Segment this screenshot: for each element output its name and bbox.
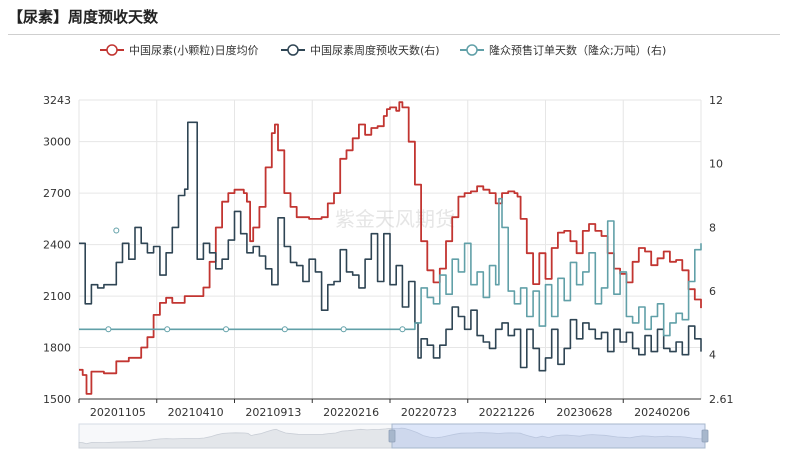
watermark: 紫金天风期货 [335, 207, 455, 231]
series-3-marker [105, 326, 112, 333]
y-left-tick-label: 2700 [43, 187, 71, 200]
series-3-marker [281, 326, 288, 333]
y-right-tick-label: 10 [709, 158, 723, 171]
y-right-tick-label: 4 [709, 349, 716, 362]
series-line-3 [79, 197, 702, 337]
series-3-marker [113, 227, 120, 234]
legend-item-3[interactable]: 隆众预售订单天数（隆众;万吨）(右) [460, 43, 666, 57]
y-left-tick-label: 3000 [43, 136, 71, 149]
zoom-handle[interactable] [388, 429, 396, 443]
legend-swatch-marker [466, 44, 478, 56]
y-left-tick-label: 1800 [43, 342, 71, 355]
x-tick-label: 20210913 [245, 406, 301, 419]
series-3-marker [340, 326, 347, 333]
y-right-tick-label: 8 [709, 221, 716, 234]
series-3-marker [399, 326, 406, 333]
x-tick-label: 20230628 [556, 406, 612, 419]
x-tick-label: 20240206 [634, 406, 690, 419]
legend-label: 中国尿素周度预收天数(右) [310, 43, 440, 57]
y-left-tick-label: 1500 [43, 393, 71, 406]
legend[interactable]: 中国尿素(小颗粒)日度均价 中国尿素周度预收天数(右) 隆众预售订单天数（隆众;万吨… [100, 43, 666, 57]
y-left-tick-label: 2400 [43, 239, 71, 252]
x-tick-label: 20210410 [168, 406, 224, 419]
series-3-marker [223, 326, 230, 333]
y-right-tick-label: 12 [709, 94, 723, 107]
page-title: 【尿素】周度预收天数 [8, 8, 159, 26]
series-line-2 [79, 121, 702, 372]
x-tick-label: 20220216 [323, 406, 379, 419]
y-left-tick-label: 2100 [43, 290, 71, 303]
series-lines [79, 101, 702, 395]
x-tick-label: 20221226 [479, 406, 535, 419]
x-tick-label: 20201105 [90, 406, 146, 419]
legend-swatch-marker [106, 44, 118, 56]
y-right-tick-label: 6 [709, 285, 716, 298]
y-right-tick-label: 2.61 [709, 393, 734, 406]
zoom-handle[interactable] [701, 429, 709, 443]
zoom-selected-window[interactable] [391, 423, 706, 449]
x-tick-label: 20220723 [401, 406, 457, 419]
legend-swatch-marker [287, 44, 299, 56]
title-divider [8, 34, 780, 35]
axes: 1500 1800 2100 2400 2700 3000 3243 2.61 4 6 8 10 12 2… [43, 94, 734, 419]
legend-label: 隆众预售订单天数（隆众;万吨）(右) [489, 43, 666, 57]
y-left-tick-label: 3243 [43, 94, 71, 107]
legend-label: 中国尿素(小颗粒)日度均价 [129, 43, 259, 57]
legend-item-2[interactable]: 中国尿素周度预收天数(右) [281, 43, 440, 57]
series-line-1 [79, 101, 702, 395]
series-3-marker [164, 326, 171, 333]
watermark-text: 紫金天风期货 [335, 207, 455, 231]
legend-item-1[interactable]: 中国尿素(小颗粒)日度均价 [100, 43, 259, 57]
data-zoom-slider[interactable] [78, 423, 709, 449]
